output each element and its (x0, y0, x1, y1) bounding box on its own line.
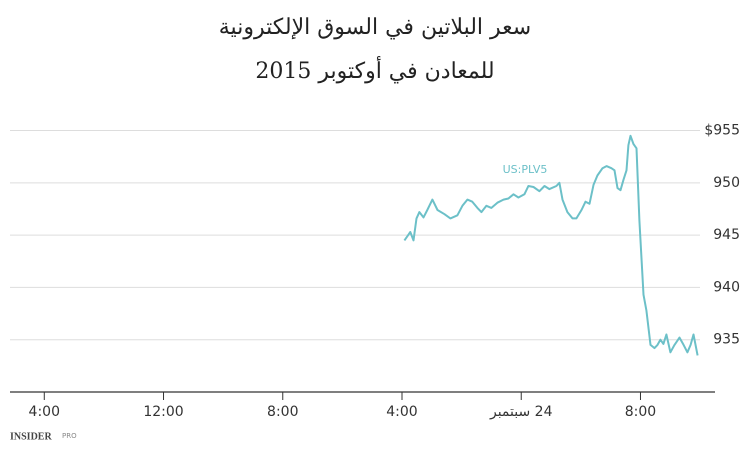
x-tick-label: 8:00 (267, 404, 298, 420)
y-tick-label: 935 (713, 332, 740, 348)
y-tick-label: $955 (704, 123, 740, 139)
y-tick-label: 945 (713, 227, 740, 243)
logo: INSIDER (10, 431, 52, 442)
y-tick-label: 940 (713, 279, 740, 295)
chart-title: سعر البلاتين في السوق الإلكترونية (219, 15, 531, 40)
x-tick-label: 4:00 (386, 404, 417, 420)
y-tick-label: 950 (713, 175, 740, 191)
x-tick-label: 24 سبتمبر (489, 404, 553, 420)
chart-subtitle: للمعادن في أوكتوبر 2015 (255, 55, 494, 84)
x-tick-label: 12:00 (143, 404, 183, 420)
logo-suffix: PRO (62, 432, 77, 440)
series-label: US:PLV5 (503, 163, 548, 176)
x-tick-label: 4:00 (29, 404, 60, 420)
x-tick-label: 8:00 (625, 404, 656, 420)
line (403, 134, 699, 356)
